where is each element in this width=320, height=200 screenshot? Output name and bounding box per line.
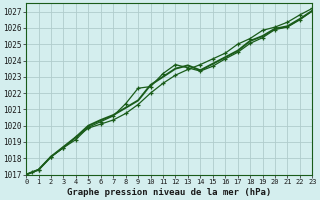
X-axis label: Graphe pression niveau de la mer (hPa): Graphe pression niveau de la mer (hPa) — [67, 188, 271, 197]
